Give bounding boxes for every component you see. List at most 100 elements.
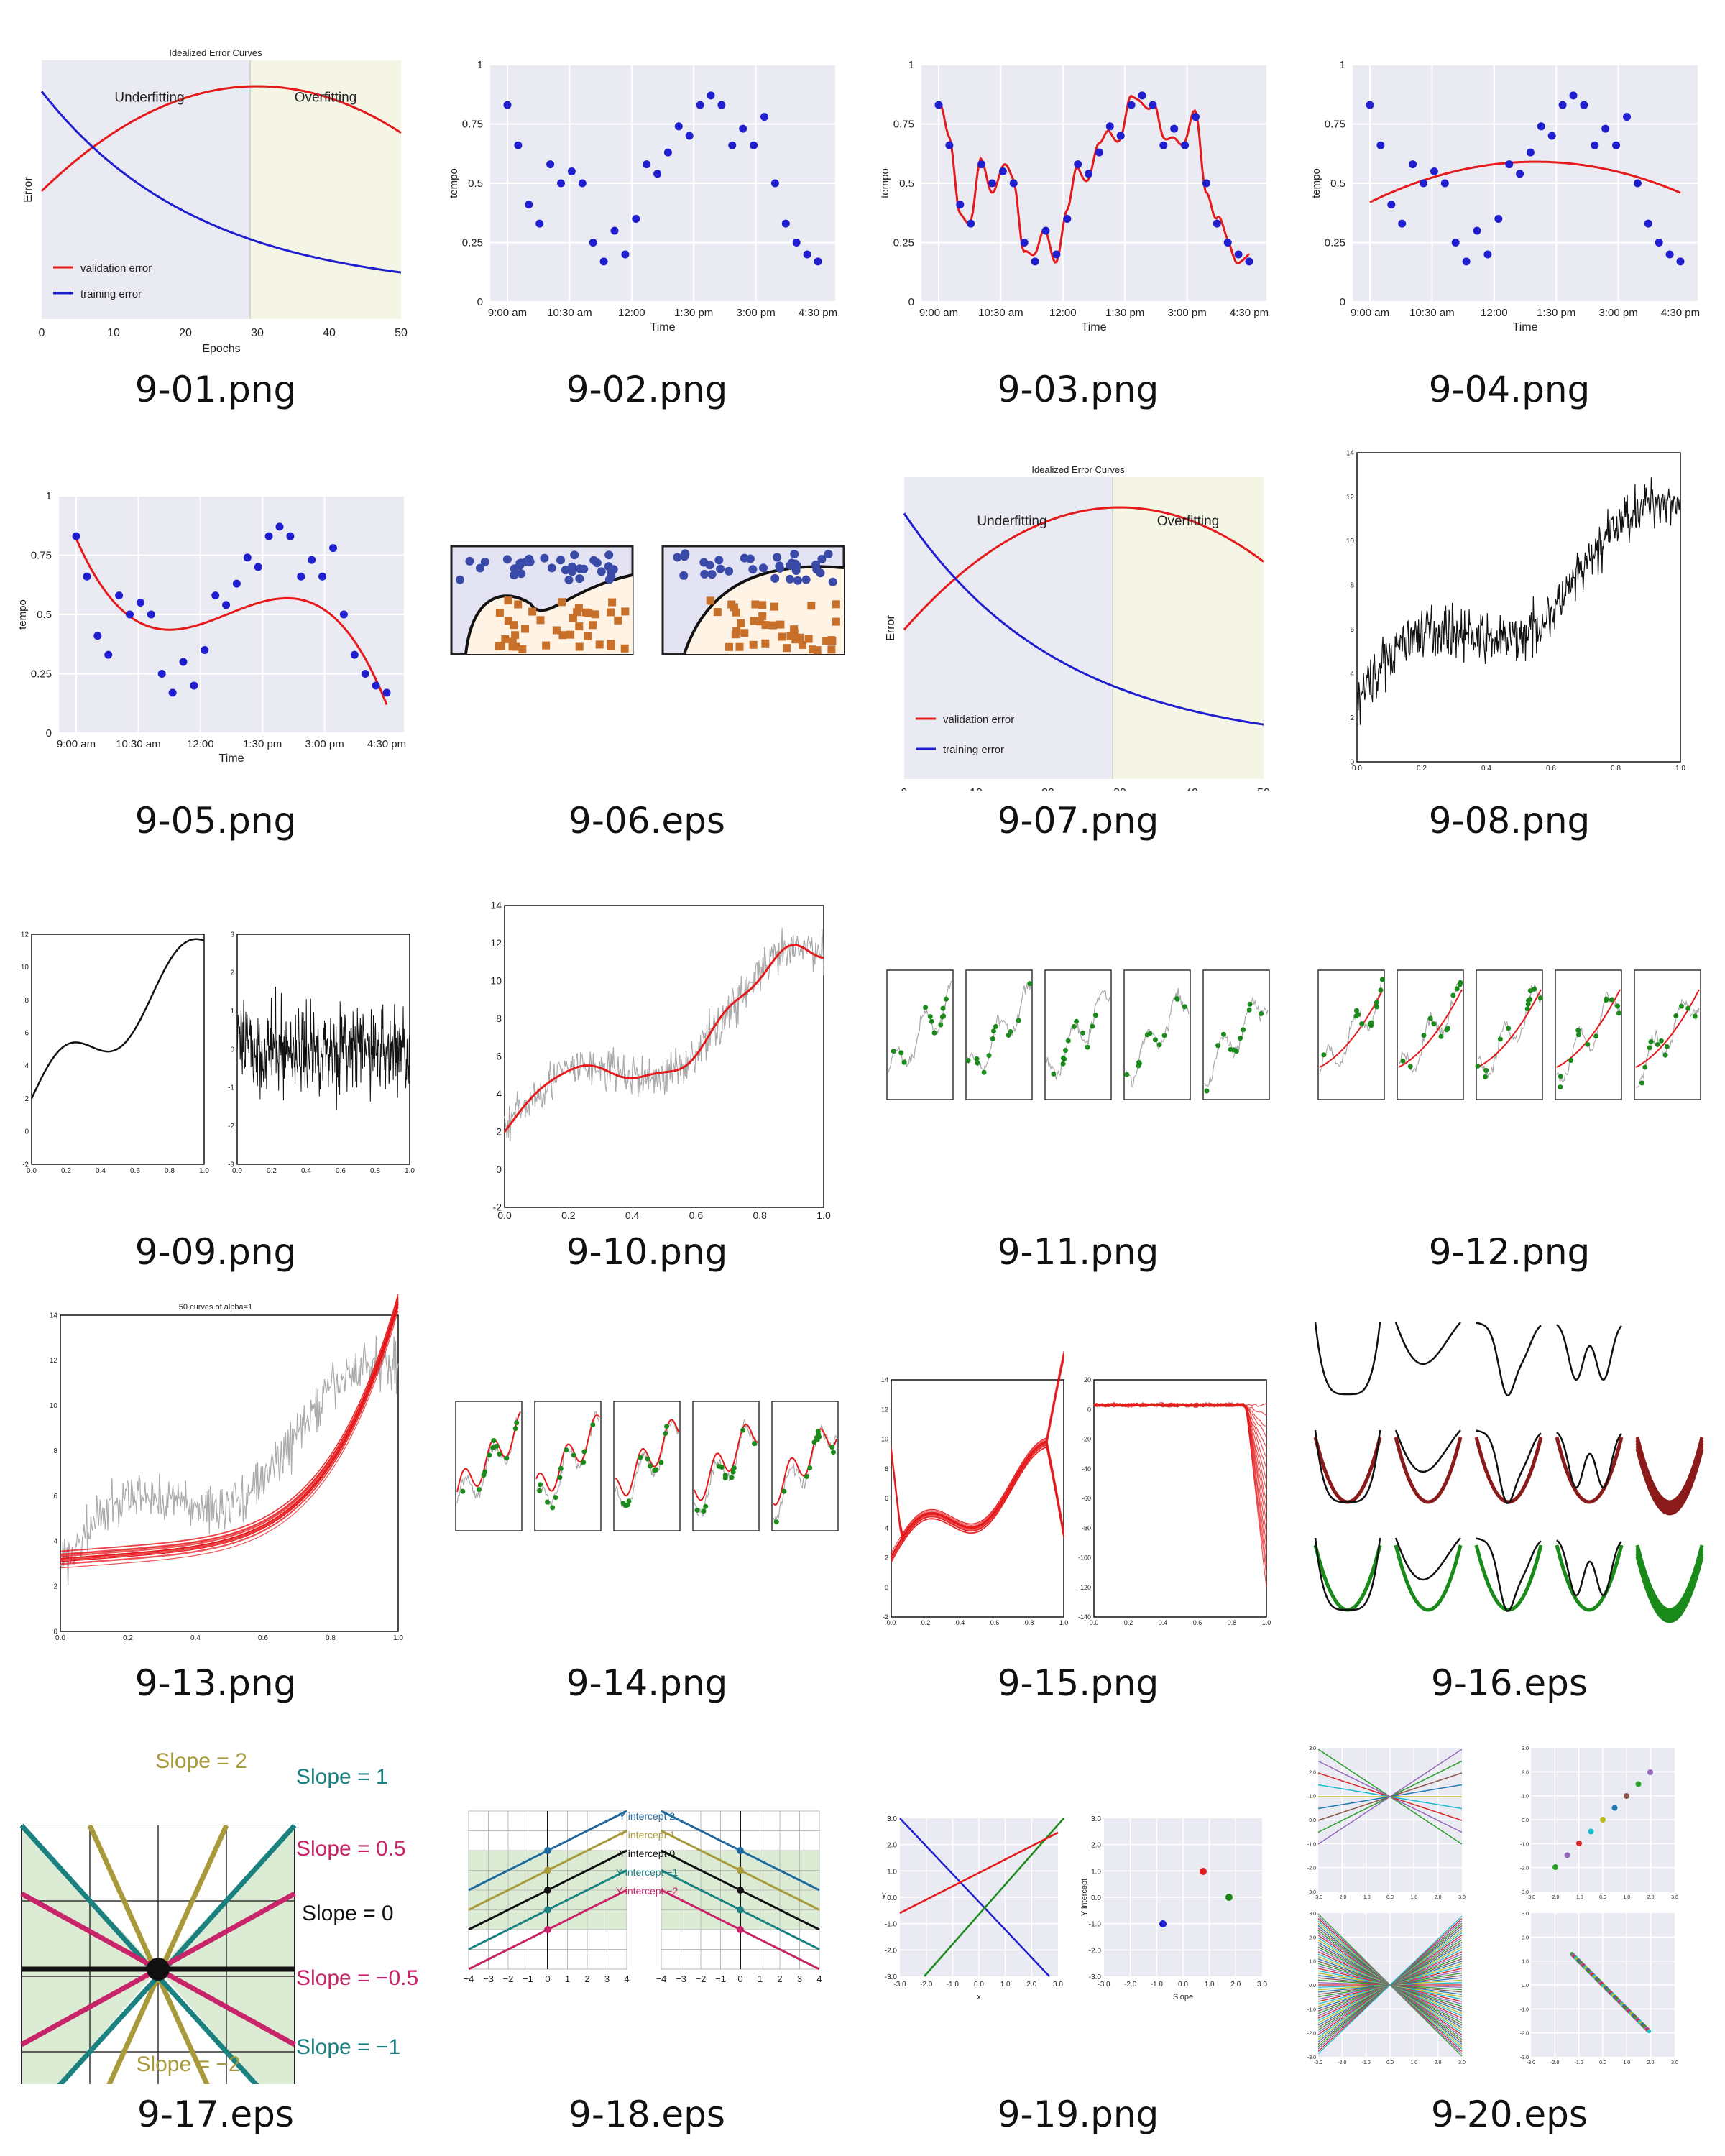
thumbnail-item[interactable]: −4 −3 −2 −1 0 1 2 3 4 −4 −3 −2 −1 0 1 2 3 4 Y intercept 2 Y… bbox=[431, 1725, 862, 2156]
thumbnail-image[interactable]: 50 curves of alpha=1 0.0 0.2 0.4 0.6 0.8 1.0 0 2… bbox=[0, 1294, 431, 1653]
thumbnail-image[interactable]: 0.0 0.2 0.4 0.6 0.8 1.0 -2 0 2 4 6 8 10 12 14 0.0 0.2 0.4… bbox=[862, 1294, 1294, 1653]
thumbnail-item[interactable]: 50 curves of alpha=1 0.0 0.2 0.4 0.6 0.8 1.0 0 2… bbox=[0, 1294, 431, 1725]
svg-text:Time: Time bbox=[219, 752, 244, 765]
svg-text:2.0: 2.0 bbox=[887, 1842, 897, 1850]
thumbnail-item[interactable]: -3.0 -3.0 -2.0 -2.0 -1.0 -1.0 0.0 0.0 1.0 1.0 2.0 2… bbox=[862, 1725, 1294, 2156]
thumbnail-item[interactable]: 0 0.25 0.5 0.75 1 9:00 am 10:30 am 12:00 1:30 pm… bbox=[1294, 0, 1725, 431]
thumbnail-image[interactable]: 0.0 0.2 0.4 0.6 0.8 1.0 -2 0 2 4 6 8 10 12 0.0 0.2 0.4 0.… bbox=[0, 862, 431, 1222]
svg-text:12: 12 bbox=[490, 937, 502, 949]
thumbnail-image[interactable]: 0 0.25 0.5 0.75 1 9:00 am 10:30 am 12:00 1:30 pm… bbox=[1294, 0, 1725, 359]
thumbnail-image[interactable] bbox=[431, 431, 862, 791]
svg-text:2: 2 bbox=[53, 1583, 58, 1590]
svg-text:0: 0 bbox=[24, 1128, 29, 1136]
thumbnail-item[interactable]: 0.0 0.2 0.4 0.6 0.8 1.0 -2 0 2 4 6 8 10 12 14 9-10.png bbox=[431, 862, 862, 1294]
svg-text:0.0: 0.0 bbox=[1090, 1619, 1099, 1626]
svg-text:2: 2 bbox=[885, 1554, 888, 1562]
file-name-label[interactable]: 9-06.eps bbox=[569, 800, 725, 842]
svg-text:14: 14 bbox=[881, 1376, 888, 1383]
svg-text:tempo: tempo bbox=[879, 168, 891, 198]
file-name-label[interactable]: 9-03.png bbox=[997, 369, 1159, 410]
svg-text:0.6: 0.6 bbox=[130, 1167, 140, 1175]
thumbnail-preview: 0.0 0.2 0.4 0.6 0.8 1.0 -2 0 2 4 6 8 10 12 14 bbox=[490, 900, 831, 1221]
file-name-label[interactable]: 9-04.png bbox=[1428, 369, 1591, 410]
thumbnail-item[interactable]: -3.0 -3.0 -2.0 -2.0 -1.0 -1.0 0.0 0.0 1.0 1.0 2.0 2… bbox=[1294, 1725, 1725, 2156]
file-name-label[interactable]: 9-13.png bbox=[134, 1662, 297, 1704]
file-name-label[interactable]: 9-11.png bbox=[997, 1231, 1159, 1273]
svg-text:-140: -140 bbox=[1078, 1613, 1091, 1621]
svg-text:-1.0: -1.0 bbox=[1520, 1842, 1529, 1847]
svg-text:-20: -20 bbox=[1082, 1436, 1091, 1443]
thumbnail-item[interactable]: 0.0 0.2 0.4 0.6 0.8 1.0 0 2 4 6 8 10 12 14 9-08.png bbox=[1294, 431, 1725, 862]
thumbnail-preview: Idealized Error Curves Underfitting Overfi… bbox=[22, 47, 408, 355]
thumbnail-item[interactable]: 0.0 0.2 0.4 0.6 0.8 1.0 -2 0 2 4 6 8 10 12 0.0 0.2 0.4 0.… bbox=[0, 862, 431, 1294]
file-name-label[interactable]: 9-10.png bbox=[566, 1231, 728, 1273]
thumbnail-image[interactable]: -3.0 -3.0 -2.0 -2.0 -1.0 -1.0 0.0 0.0 1.0 1.0 2.0 2… bbox=[1294, 1725, 1725, 2084]
thumbnail-item[interactable]: Slope = 2 Slope = 1 Slope = 0.5 Slope = 0 Sl… bbox=[0, 1725, 431, 2156]
thumbnail-item[interactable]: 9-06.eps bbox=[431, 431, 862, 862]
file-name-label[interactable]: 9-05.png bbox=[134, 800, 297, 842]
thumbnail-image[interactable] bbox=[862, 862, 1294, 1222]
file-name-label[interactable]: 9-12.png bbox=[1428, 1231, 1591, 1273]
svg-text:12: 12 bbox=[881, 1406, 888, 1413]
svg-text:-120: -120 bbox=[1078, 1584, 1091, 1591]
thumbnail-image[interactable]: 0.0 0.2 0.4 0.6 0.8 1.0 0 2 4 6 8 10 12 14 bbox=[1294, 431, 1725, 791]
thumbnail-item[interactable]: Idealized Error Curves Underfitting Overfi… bbox=[0, 0, 431, 431]
svg-text:-3.0: -3.0 bbox=[1314, 1895, 1322, 1900]
thumbnail-item[interactable]: 0 0.25 0.5 0.75 1 9:00 am 10:30 am 12:00 1:30 pm… bbox=[0, 431, 431, 862]
thumbnail-image[interactable]: Slope = 2 Slope = 1 Slope = 0.5 Slope = 0 Sl… bbox=[0, 1725, 431, 2084]
svg-text:9:00 am: 9:00 am bbox=[57, 738, 96, 750]
thumbnail-image[interactable]: −4 −3 −2 −1 0 1 2 3 4 −4 −3 −2 −1 0 1 2 3 4 Y intercept 2 Y… bbox=[431, 1725, 862, 2084]
svg-text:-1.0: -1.0 bbox=[1575, 2060, 1583, 2065]
svg-text:0.75: 0.75 bbox=[1325, 119, 1346, 131]
svg-text:-1.0: -1.0 bbox=[947, 1981, 960, 1989]
thumbnail-image[interactable]: Idealized Error Curves Underfitting Overfi… bbox=[0, 0, 431, 359]
file-name-label[interactable]: 9-09.png bbox=[134, 1231, 297, 1273]
svg-text:4: 4 bbox=[1350, 670, 1354, 678]
thumbnail-image[interactable]: Idealized Error Curves Underfitting Overfi… bbox=[862, 431, 1294, 791]
thumbnail-item[interactable]: 9-16.eps bbox=[1294, 1294, 1725, 1725]
thumbnail-item[interactable]: 0 0.25 0.5 0.75 1 9:00 am 10:30 am 12:00 1:30 pm… bbox=[431, 0, 862, 431]
file-name-label[interactable]: 9-08.png bbox=[1428, 800, 1591, 842]
thumbnail-image[interactable]: 0 0.25 0.5 0.75 1 9:00 am 10:30 am 12:00 1:30 pm… bbox=[862, 0, 1294, 359]
thumbnail-preview: 0 0.25 0.5 0.75 1 9:00 am 10:30 am 12:00 1:30 pm… bbox=[448, 59, 837, 333]
thumbnail-item[interactable]: 9-14.png bbox=[431, 1294, 862, 1725]
thumbnail-image[interactable] bbox=[431, 1294, 862, 1653]
file-name-label[interactable]: 9-20.eps bbox=[1431, 2093, 1588, 2135]
thumbnail-image[interactable]: -3.0 -3.0 -2.0 -2.0 -1.0 -1.0 0.0 0.0 1.0 1.0 2.0 2… bbox=[862, 1725, 1294, 2084]
svg-text:Y intercept −2: Y intercept −2 bbox=[616, 1885, 678, 1897]
thumbnail-item[interactable]: Idealized Error Curves Underfitting Overfi… bbox=[862, 431, 1294, 862]
svg-text:1.0: 1.0 bbox=[1522, 1795, 1529, 1800]
thumbnail-item[interactable]: 9-11.png bbox=[862, 862, 1294, 1294]
svg-text:0.0: 0.0 bbox=[1522, 1984, 1529, 1989]
svg-text:1.0: 1.0 bbox=[1410, 1895, 1417, 1900]
svg-text:20: 20 bbox=[1084, 1376, 1091, 1383]
thumbnail-item[interactable]: 0 0.25 0.5 0.75 1 9:00 am 10:30 am 12:00 1:30 pm… bbox=[862, 0, 1294, 431]
svg-text:0: 0 bbox=[901, 787, 908, 791]
file-name-label[interactable]: 9-14.png bbox=[566, 1662, 728, 1704]
svg-text:10: 10 bbox=[21, 964, 29, 972]
thumbnail-image[interactable]: 0.0 0.2 0.4 0.6 0.8 1.0 -2 0 2 4 6 8 10 12 14 bbox=[431, 862, 862, 1222]
file-name-label[interactable]: 9-15.png bbox=[997, 1662, 1159, 1704]
svg-text:0.6: 0.6 bbox=[990, 1619, 1000, 1626]
file-name-label[interactable]: 9-16.eps bbox=[1431, 1662, 1588, 1704]
thumbnail-item[interactable]: 0.0 0.2 0.4 0.6 0.8 1.0 -2 0 2 4 6 8 10 12 14 0.0 0.2 0.4… bbox=[862, 1294, 1294, 1725]
file-name-label[interactable]: 9-19.png bbox=[997, 2093, 1159, 2135]
thumbnail-image[interactable]: 0 0.25 0.5 0.75 1 9:00 am 10:30 am 12:00 1:30 pm… bbox=[0, 431, 431, 791]
file-name-label[interactable]: 9-07.png bbox=[997, 800, 1159, 842]
svg-text:30: 30 bbox=[251, 327, 264, 339]
thumbnail-image[interactable] bbox=[1294, 1294, 1725, 1653]
thumbnail-item[interactable]: 9-12.png bbox=[1294, 862, 1725, 1294]
thumbnail-preview: -3.0-3.0-2.0-2.0-1.0-1.00.00.01.01.02.02… bbox=[1307, 1746, 1678, 2065]
file-name-label[interactable]: 9-01.png bbox=[134, 369, 297, 410]
file-name-label[interactable]: 9-18.eps bbox=[569, 2093, 725, 2135]
thumbnail-image[interactable] bbox=[1294, 862, 1725, 1222]
svg-text:10:30 am: 10:30 am bbox=[547, 307, 592, 319]
file-name-label[interactable]: 9-17.eps bbox=[137, 2093, 294, 2135]
svg-text:0: 0 bbox=[737, 1973, 742, 1984]
svg-text:0.75: 0.75 bbox=[31, 550, 52, 562]
svg-text:0.2: 0.2 bbox=[267, 1167, 277, 1175]
svg-text:8: 8 bbox=[885, 1465, 888, 1473]
file-name-label[interactable]: 9-02.png bbox=[566, 369, 728, 410]
svg-text:-2.0: -2.0 bbox=[885, 1947, 898, 1955]
thumbnail-image[interactable]: 0 0.25 0.5 0.75 1 9:00 am 10:30 am 12:00 1:30 pm… bbox=[431, 0, 862, 359]
